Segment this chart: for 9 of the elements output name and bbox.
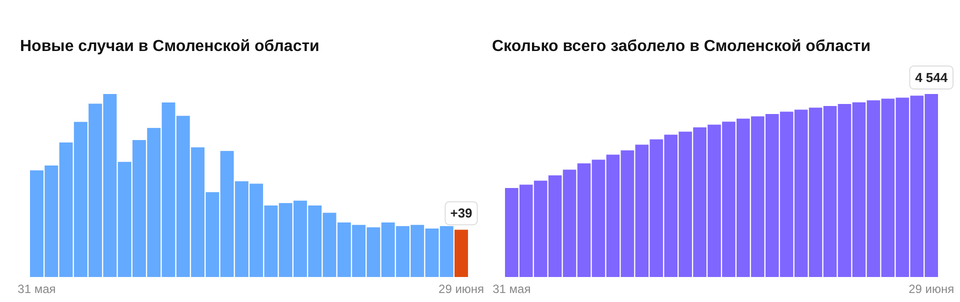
data-label: 4 544 [915,70,948,85]
x-tick-label: 29 июня [908,282,954,296]
x-tick-label: 31 мая [18,282,56,296]
chart-title: Новые случаи в Смоленской области [20,38,320,55]
x-tick-label: 31 мая [492,282,531,296]
x-tick-label: 29 июня [438,282,484,296]
chart-title: Сколько всего заболело в Смоленской области [492,38,871,55]
data-label: +39 [450,206,472,221]
bar [454,230,468,277]
